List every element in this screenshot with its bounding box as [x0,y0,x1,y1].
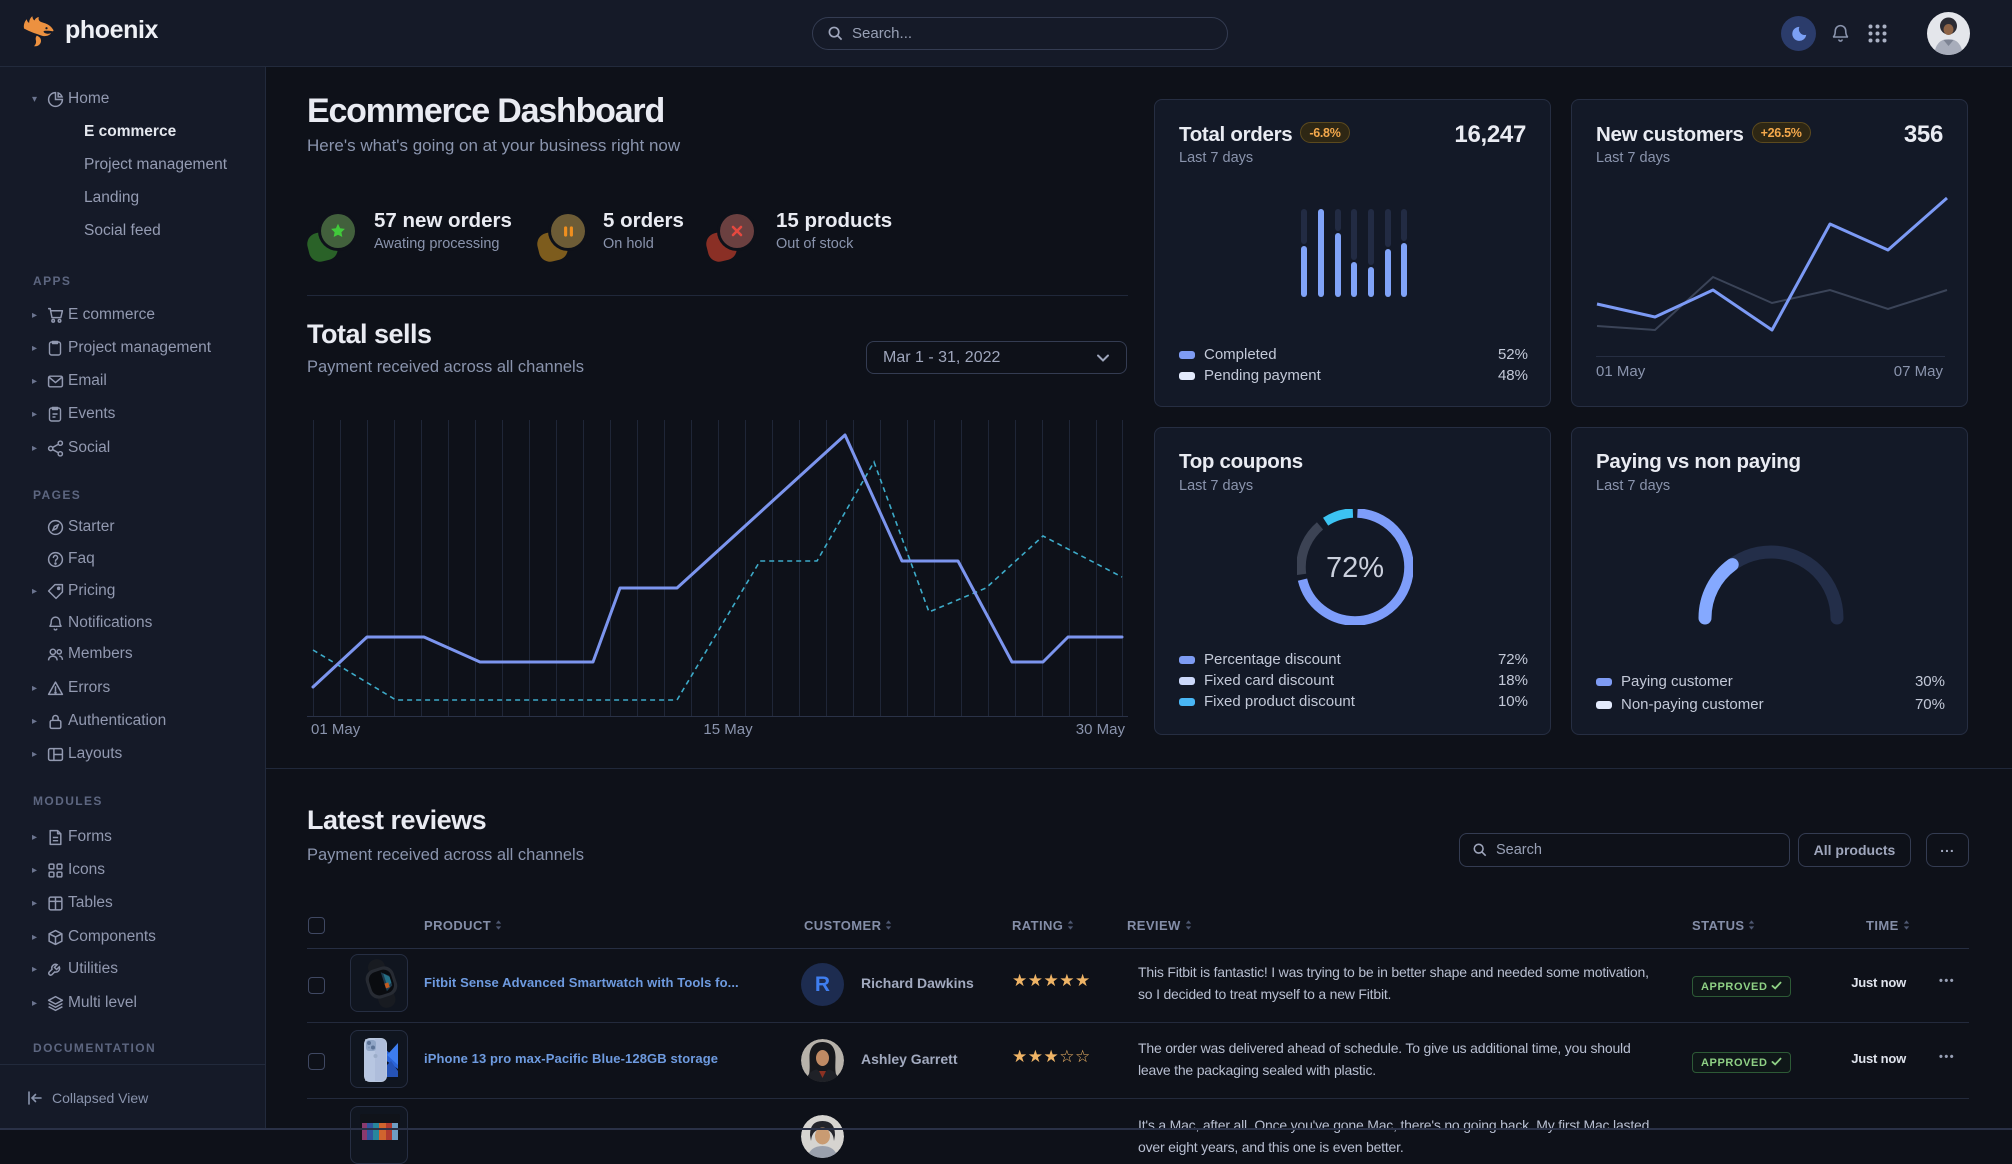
svg-text:01 May: 01 May [311,721,361,738]
svg-text:30 May: 30 May [1076,721,1126,738]
svg-text:72%: 72% [1326,552,1384,584]
svg-text:15 May: 15 May [703,721,753,738]
